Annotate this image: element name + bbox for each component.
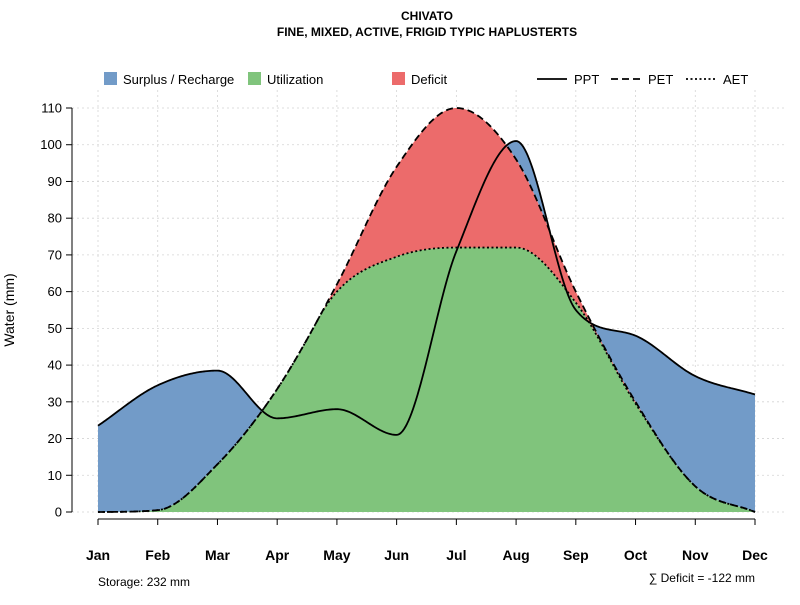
y-tick-label: 90 <box>48 174 62 189</box>
x-tick-label: Oct <box>624 547 648 563</box>
legend-label: PPT <box>574 72 599 87</box>
pet-line <box>97 107 756 513</box>
surplus-recharge-area <box>98 108 755 512</box>
y-tick-label: 40 <box>48 358 62 373</box>
chart-title: CHIVATO <box>401 9 453 23</box>
x-tick-label: Aug <box>502 547 529 563</box>
storage-annotation: Storage: 232 mm <box>98 575 190 589</box>
x-tick-label: Feb <box>145 547 170 563</box>
legend-swatch-deficit <box>392 72 405 85</box>
y-tick-label: 0 <box>55 505 62 520</box>
y-axis-title: Water (mm) <box>1 273 17 346</box>
deficit-area <box>98 108 755 512</box>
x-tick-label: May <box>323 547 350 563</box>
ppt-line <box>97 140 756 436</box>
x-tick-label: Mar <box>205 547 230 563</box>
deficit-annotation: ∑ Deficit = -122 mm <box>649 571 755 585</box>
axes: 0 10 20 30 40 50 60 70 80 90 100 110 Jan Feb Mar Apr May… <box>40 101 768 564</box>
x-tick-label: Jul <box>446 547 466 563</box>
legend-swatch-surplus-recharge <box>104 72 117 85</box>
utilization-area <box>98 247 755 512</box>
y-tick-label: 50 <box>48 321 62 336</box>
legend-label: AET <box>723 72 748 87</box>
legend: Surplus / Recharge Utilization Deficit PPT P… <box>104 72 748 87</box>
y-tick-label: 60 <box>48 284 62 299</box>
area-fills <box>98 108 755 512</box>
legend-label: PET <box>648 72 673 87</box>
chart-subtitle: FINE, MIXED, ACTIVE, FRIGID TYPIC HAPLUS… <box>277 25 577 39</box>
y-tick-label: 20 <box>48 431 62 446</box>
y-tick-label: 80 <box>48 211 62 226</box>
x-tick-label: Dec <box>742 547 768 563</box>
y-tick-label: 30 <box>48 394 62 409</box>
legend-label: Surplus / Recharge <box>123 72 234 87</box>
x-tick-label: Jun <box>384 547 409 563</box>
y-tick-label: 70 <box>48 247 62 262</box>
y-tick-label: 110 <box>41 101 62 116</box>
legend-label: Deficit <box>411 72 448 87</box>
y-tick-label: 100 <box>40 137 62 152</box>
legend-label: Utilization <box>267 72 323 87</box>
y-tick-label: 10 <box>48 468 62 483</box>
x-tick-label: Jan <box>86 547 110 563</box>
series-lines <box>97 107 756 513</box>
x-tick-label: Apr <box>265 547 290 563</box>
x-tick-label: Sep <box>563 547 589 563</box>
x-tick-label: Nov <box>682 547 709 563</box>
legend-swatch-utilization <box>248 72 261 85</box>
